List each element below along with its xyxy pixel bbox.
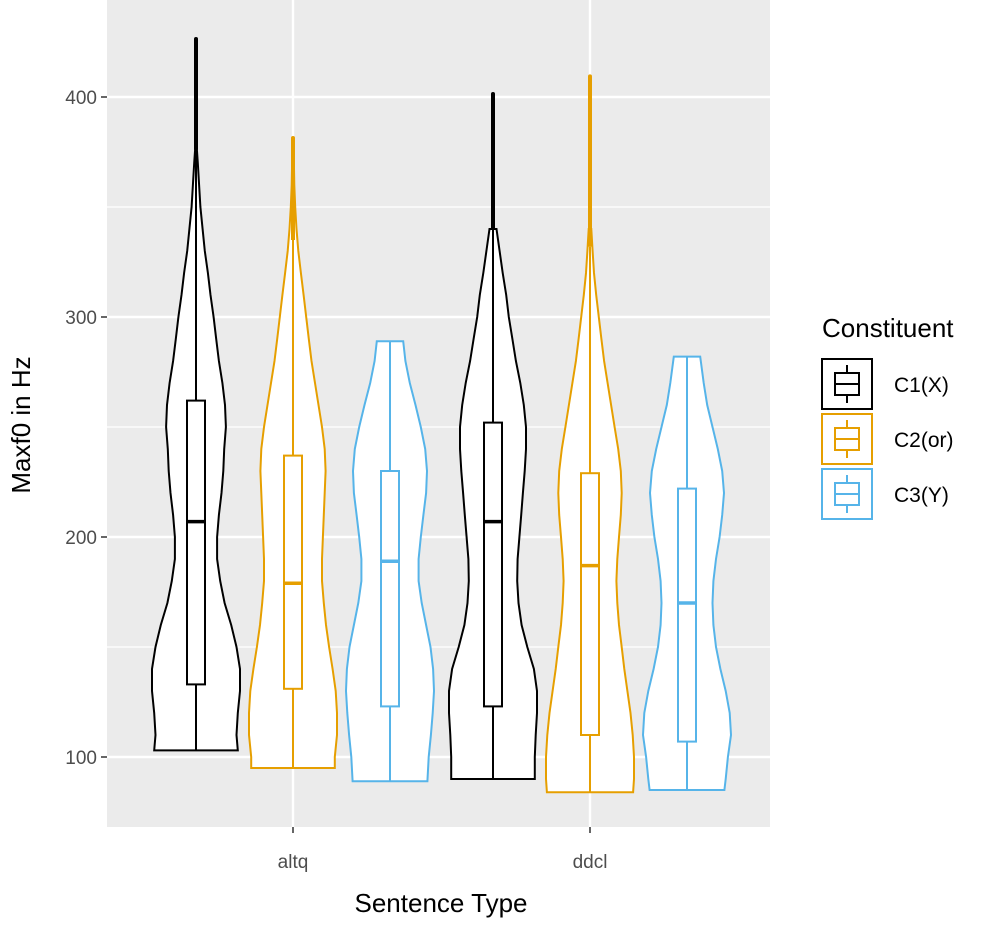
boxplot-box [483,421,503,708]
violins [151,37,733,794]
x-axis: altq ddcl [278,827,608,873]
legend-label: C1(X) [894,374,949,397]
legend-item: C3(Y) [821,468,949,520]
x-axis-title: Sentence Type [355,888,528,918]
legend-label: C2(or) [894,429,954,452]
boxplot-box [580,472,600,736]
violin-group [248,136,338,769]
boxplot-box [283,454,303,690]
legend-item: C2(or) [821,413,954,465]
violin-group [151,37,241,752]
violin-group [641,355,733,791]
x-tick-label: ddcl [573,852,608,873]
y-axis-title: Maxf0 in Hz [6,356,36,493]
y-axis: 100 200 300 400 [65,88,107,769]
legend-item: C1(X) [821,358,949,410]
violin-group [344,340,436,783]
x-tick-label: altq [278,852,309,873]
y-tick-label: 400 [65,88,97,109]
legend-label: C3(Y) [894,484,949,507]
violin-group [545,74,635,794]
legend: Constituent C1(X) C2(or) C3(Y) [821,313,954,520]
boxplot-box [380,470,400,708]
violin-group [448,92,538,780]
y-tick-label: 100 [65,748,97,769]
boxplot-box [677,487,697,743]
y-tick-label: 300 [65,308,97,329]
y-tick-label: 200 [65,528,97,549]
legend-title: Constituent [822,313,954,343]
boxplot-box [186,399,206,686]
